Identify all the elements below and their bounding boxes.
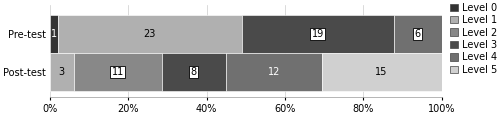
Bar (394, 15, 442, 53)
Bar (58, 15, 242, 53)
Text: 19: 19 (312, 29, 324, 39)
Bar (74, 53, 162, 91)
Text: 3: 3 (58, 67, 65, 77)
Bar (242, 15, 394, 53)
Text: 11: 11 (112, 67, 124, 77)
Bar (50, 15, 58, 53)
Text: 1: 1 (51, 29, 57, 39)
Bar (162, 53, 226, 91)
Bar (50, 53, 74, 91)
Text: 12: 12 (268, 67, 280, 77)
Legend: Level 0, Level 1, Level 2, Level 3, Level 4, Level 5: Level 0, Level 1, Level 2, Level 3, Leve… (450, 3, 498, 75)
Text: 23: 23 (144, 29, 156, 39)
Text: 6: 6 (414, 29, 420, 39)
Bar (322, 53, 442, 91)
Text: 8: 8 (190, 67, 197, 77)
Text: 15: 15 (376, 67, 388, 77)
Bar (226, 53, 322, 91)
